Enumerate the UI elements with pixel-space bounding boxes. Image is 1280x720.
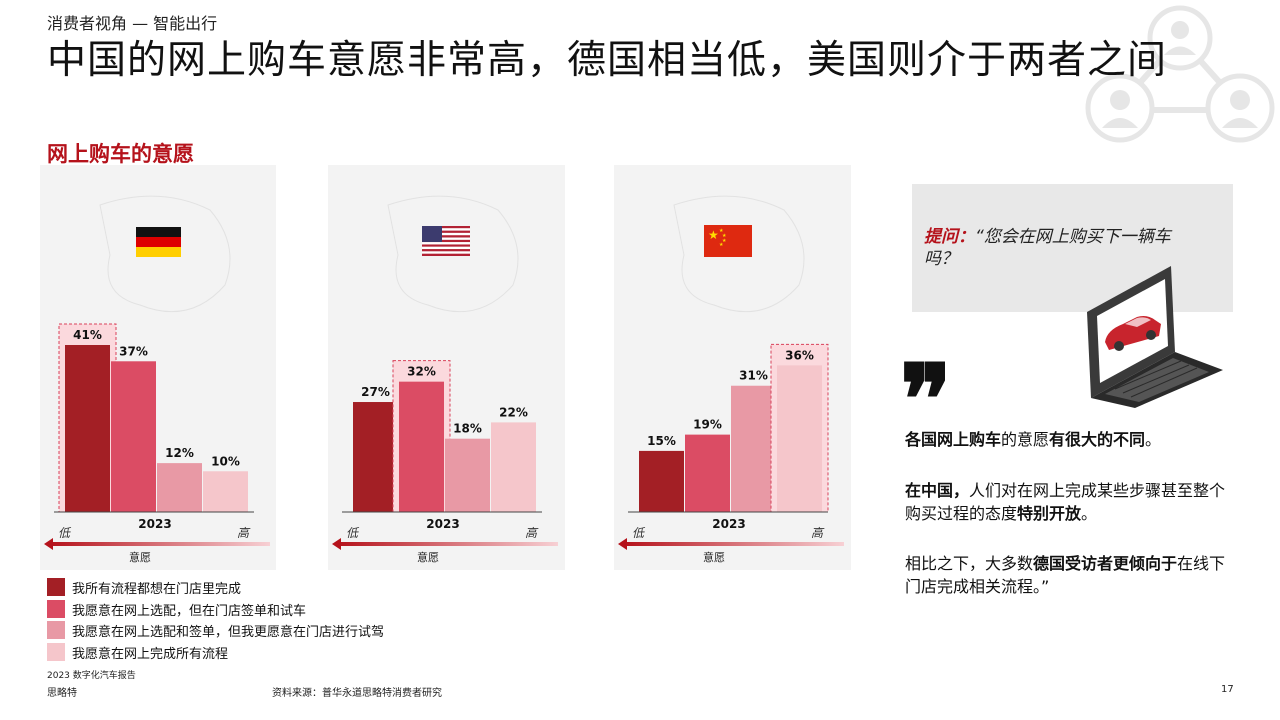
bar — [445, 438, 490, 512]
bar — [491, 422, 536, 512]
bar — [639, 450, 684, 512]
data-label: 27% — [361, 385, 390, 399]
page-number: 17 — [1221, 684, 1234, 695]
country-map-outline — [673, 195, 805, 313]
bar — [203, 471, 248, 512]
footer-report-name: 2023 数字化汽车报告 — [47, 671, 136, 681]
insight-paragraph-3: 相比之下，大多数德国受访者更倾向于在线下门店完成相关流程。” — [905, 552, 1235, 598]
willingness-gradient-arrow — [50, 542, 270, 546]
arrow-head — [332, 538, 341, 550]
data-label: 32% — [407, 365, 436, 379]
data-label: 22% — [499, 405, 528, 419]
data-label: 10% — [211, 454, 240, 468]
legend-label: 我所有流程都想在门店里完成 — [72, 582, 242, 597]
svg-text:★: ★ — [708, 228, 719, 242]
axis-caption: 意愿 — [417, 550, 439, 564]
text-regular: 在线下门店完成相关流程。” — [905, 554, 1226, 596]
country-map-outline — [99, 195, 231, 313]
text-strong: 德国受访者更倾向于 — [1033, 554, 1178, 573]
page-title: 中国的网上购车意愿非常高，德国相当低，美国则介于两者之间 — [47, 38, 1168, 83]
insight-paragraph-1: 各国网上购车的意愿有很大的不同。 — [905, 428, 1235, 451]
legend-swatch — [47, 621, 65, 639]
axis-caption: 意愿 — [703, 550, 725, 564]
text-regular: 。 — [1145, 430, 1162, 449]
bar — [731, 385, 776, 512]
bar — [157, 463, 202, 512]
text-strong: 特别开放 — [1017, 504, 1082, 523]
x-axis-label: 2023 — [712, 517, 745, 531]
usa-flag — [422, 226, 470, 256]
arrow-head — [44, 538, 53, 550]
bar — [111, 361, 156, 512]
axis-low-label: 低 — [632, 526, 646, 540]
data-label: 18% — [453, 422, 482, 436]
question-box: 提问：“您会在网上购买下一辆车吗？ — [912, 184, 1233, 312]
data-label: 12% — [165, 446, 194, 460]
svg-text:★: ★ — [722, 238, 727, 244]
willingness-gradient-arrow — [338, 542, 558, 546]
text-strong: 各国网上购车 — [905, 430, 1002, 449]
data-label: 15% — [647, 434, 676, 448]
text-regular: 人们对在网上完成某些步骤甚至整个购买过程的态度 — [905, 481, 1226, 523]
x-axis-label: 2023 — [426, 517, 459, 531]
people-network-icon — [1085, 5, 1275, 143]
willingness-gradient-arrow — [624, 542, 844, 546]
text-strong: 有很大的不同 — [1049, 430, 1146, 449]
legend-label: 我愿意在网上完成所有流程 — [72, 646, 229, 662]
laptop-car-icon — [1087, 266, 1223, 408]
chart-panel-china: ★ ★ ★ ★ ★ 15% 19% 31% 36% 2023 低高意愿 — [614, 165, 851, 570]
bar — [353, 402, 398, 512]
question-body: “您会在网上购买下一辆车吗？ — [924, 227, 1171, 269]
data-label: 36% — [785, 348, 814, 362]
question-label: 提问： — [924, 227, 975, 247]
bar — [399, 381, 444, 512]
insight-paragraph-2: 在中国，人们对在网上完成某些步骤甚至整个购买过程的态度特别开放。 — [905, 479, 1235, 525]
chart-usa: 27% 32% 18% 22% 2023 低 高意愿 — [332, 195, 558, 564]
text-regular: 相比之下，大多数 — [905, 554, 1034, 573]
chart-panel-germany: 41% 37% 12% 10% 2023 低 高意愿 — [40, 165, 276, 570]
svg-text:★: ★ — [719, 242, 724, 248]
question-text: 提问：“您会在网上购买下一辆车吗？ — [924, 226, 1194, 270]
axis-caption: 意愿 — [129, 550, 151, 564]
axis-high-label: 高 — [525, 526, 539, 540]
footer-brand: 思略特 — [47, 688, 77, 699]
germany-flag — [136, 227, 181, 257]
country-map-outline — [387, 195, 519, 313]
legend-label: 我愿意在网上选配，但在门店签单和试车 — [72, 603, 307, 619]
bar — [777, 365, 822, 512]
text-strong: 在中国， — [905, 481, 970, 500]
x-axis-label: 2023 — [138, 517, 171, 531]
legend-swatch — [47, 578, 65, 596]
quote-icon: ❞ — [900, 343, 952, 456]
data-label: 19% — [693, 418, 722, 432]
svg-text:★: ★ — [722, 233, 727, 239]
legend-swatch — [47, 642, 65, 661]
bar — [685, 434, 730, 512]
svg-text:★: ★ — [719, 228, 724, 234]
chart-germany: 41% 37% 12% 10% 2023 低 高意愿 — [44, 195, 270, 564]
chart-subtitle: 网上购车的意愿 — [47, 142, 194, 166]
arrow-head — [618, 538, 627, 550]
data-label: 41% — [73, 328, 102, 342]
axis-low-label: 低 — [58, 526, 72, 540]
axis-high-label: 高 — [811, 526, 825, 540]
bar — [65, 345, 110, 512]
axis-low-label: 低 — [346, 526, 360, 540]
legend-label: 我愿意在网上选配和签单，但我更愿意在门店进行试驾 — [72, 625, 385, 640]
china-flag: ★ ★★★★ — [704, 225, 752, 257]
text-regular: 的意愿 — [1001, 430, 1050, 449]
chart-panel-usa: 27% 32% 18% 22% 2023 低 高意愿 — [328, 165, 565, 570]
legend-swatch — [47, 599, 65, 618]
data-label: 37% — [119, 344, 148, 358]
footer-source: 资料来源：普华永道思略特消费者研究 — [272, 688, 442, 699]
data-label: 31% — [739, 369, 768, 383]
text-regular: 。 — [1081, 504, 1098, 523]
axis-high-label: 高 — [237, 526, 251, 540]
section-label: 消费者视角 — 智能出行 — [47, 14, 218, 33]
